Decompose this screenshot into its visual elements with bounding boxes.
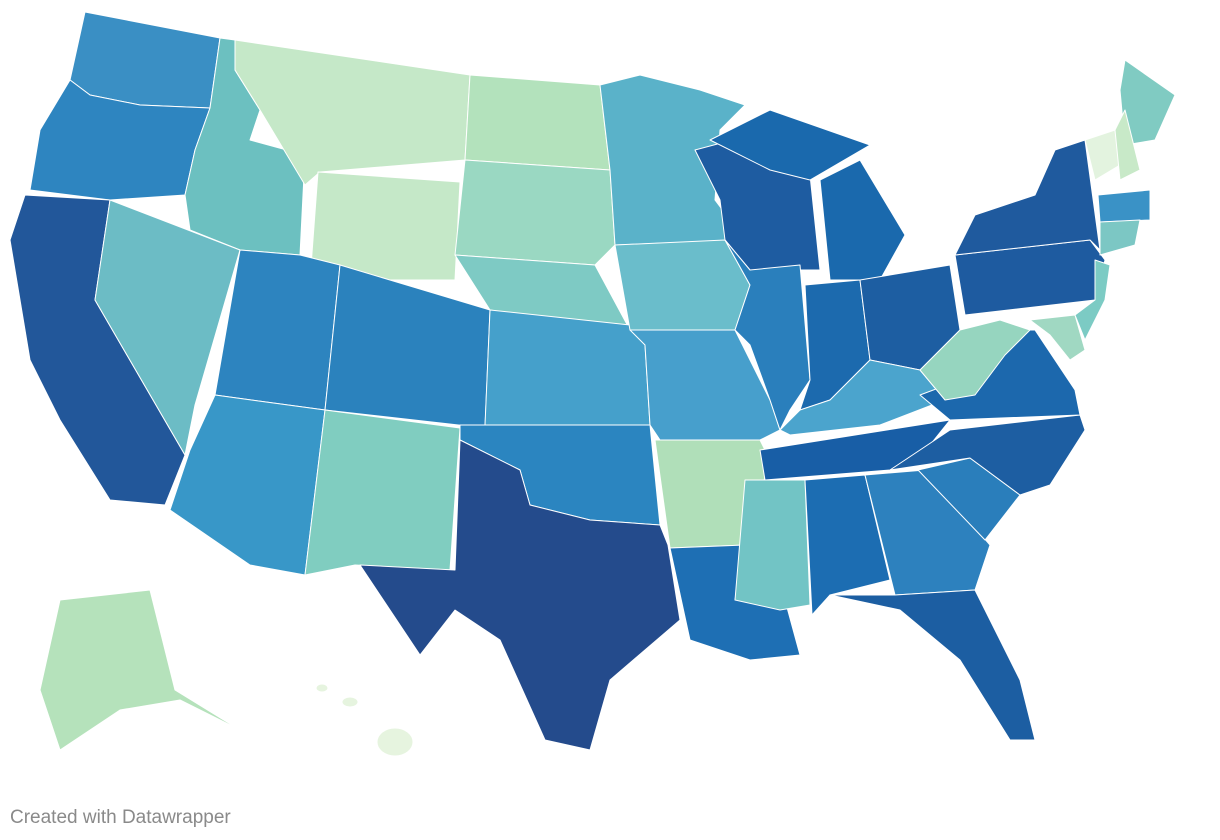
state [829, 589, 1036, 741]
state [464, 74, 611, 171]
state [614, 239, 751, 331]
state [1084, 129, 1121, 181]
state [304, 409, 461, 576]
state [341, 696, 359, 708]
state [889, 414, 1086, 496]
state [315, 683, 329, 693]
credit: Created with Datawrapper [10, 807, 231, 828]
state [94, 199, 241, 456]
state [1114, 109, 1141, 181]
state [69, 11, 221, 109]
state [954, 139, 1101, 256]
state [39, 589, 241, 751]
state [734, 479, 811, 611]
states [9, 11, 1176, 757]
state [484, 309, 651, 426]
state [1099, 219, 1141, 256]
state [214, 249, 341, 411]
state [454, 159, 616, 266]
state [819, 159, 906, 281]
state [919, 319, 1031, 401]
state [309, 171, 461, 281]
state [376, 727, 414, 757]
state [359, 439, 681, 751]
state [1074, 259, 1111, 341]
state [709, 109, 871, 181]
state [864, 469, 991, 596]
state [1029, 314, 1086, 361]
state [1119, 59, 1176, 146]
state [1097, 189, 1151, 223]
state [324, 264, 491, 429]
state [169, 394, 326, 576]
state [804, 474, 891, 616]
